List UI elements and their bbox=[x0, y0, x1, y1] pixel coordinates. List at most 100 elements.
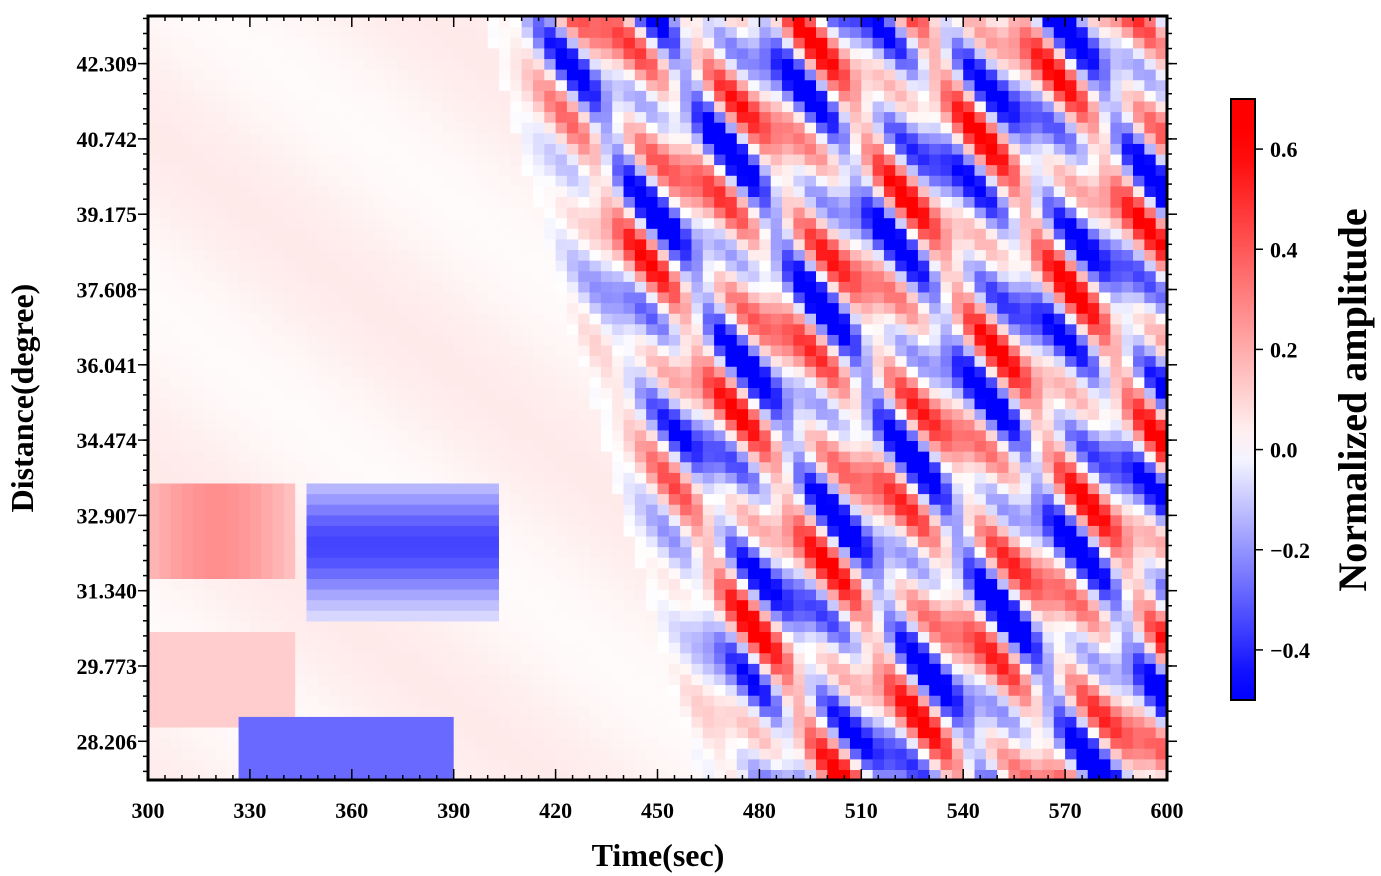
heatmap-cell bbox=[849, 207, 862, 219]
heatmap-cell bbox=[646, 408, 659, 420]
heatmap-cell bbox=[215, 684, 228, 696]
heatmap-cell bbox=[476, 355, 489, 367]
heatmap-cell bbox=[1008, 281, 1021, 293]
heatmap-cell bbox=[680, 504, 693, 516]
heatmap-cell bbox=[170, 705, 183, 717]
heatmap-cell bbox=[204, 217, 217, 229]
heatmap-cell bbox=[215, 207, 228, 219]
heatmap-cell bbox=[668, 228, 681, 240]
heatmap-cell bbox=[453, 376, 466, 388]
heatmap-cell bbox=[1121, 578, 1134, 590]
heatmap-cell bbox=[940, 366, 953, 378]
heatmap-cell bbox=[566, 504, 579, 516]
heatmap-cell bbox=[861, 323, 874, 335]
heatmap-cell bbox=[1144, 493, 1157, 505]
heatmap-cell bbox=[193, 716, 206, 728]
heatmap-cell bbox=[974, 408, 987, 420]
heatmap-cell bbox=[181, 726, 194, 739]
heatmap-cell bbox=[1133, 567, 1145, 579]
heatmap-cell bbox=[1031, 323, 1044, 335]
heatmap-cell bbox=[600, 366, 613, 378]
heatmap-cell bbox=[1099, 228, 1111, 240]
heatmap-cell bbox=[1053, 535, 1066, 548]
heatmap-cell bbox=[329, 387, 342, 399]
heatmap-cell bbox=[782, 684, 794, 696]
heatmap-cell bbox=[227, 705, 240, 717]
heatmap-cell bbox=[261, 599, 274, 611]
heatmap-cell bbox=[691, 440, 704, 452]
heatmap-cell bbox=[465, 440, 477, 452]
heatmap-cell bbox=[532, 217, 545, 229]
heatmap-cell bbox=[691, 429, 704, 442]
heatmap-cell bbox=[612, 482, 625, 495]
heatmap-cell bbox=[702, 366, 715, 378]
heatmap-cell bbox=[385, 748, 398, 760]
heatmap-cell bbox=[1155, 769, 1167, 780]
heatmap-cell bbox=[272, 695, 285, 707]
heatmap-cell bbox=[363, 504, 376, 516]
heatmap-cell bbox=[340, 514, 353, 526]
heatmap-cell bbox=[1121, 313, 1134, 325]
heatmap-cell bbox=[1076, 451, 1089, 463]
heatmap-cell bbox=[261, 737, 274, 749]
heatmap-cell bbox=[261, 620, 274, 633]
heatmap-cell bbox=[1042, 270, 1055, 282]
heatmap-cell bbox=[476, 642, 489, 654]
heatmap-cell bbox=[261, 313, 274, 325]
heatmap-cell bbox=[1065, 366, 1078, 378]
heatmap-cell bbox=[929, 270, 942, 282]
heatmap-cell bbox=[1065, 238, 1078, 251]
heatmap-cell bbox=[714, 482, 727, 495]
heatmap-cell bbox=[702, 228, 715, 240]
heatmap-cell bbox=[204, 716, 217, 728]
heatmap-cell bbox=[646, 705, 659, 717]
heatmap-cell bbox=[997, 196, 1010, 208]
heatmap-cell bbox=[295, 695, 308, 707]
heatmap-cell bbox=[204, 281, 217, 293]
heatmap-cell bbox=[498, 705, 511, 717]
heatmap-cell bbox=[363, 748, 376, 760]
heatmap-cell bbox=[193, 228, 206, 240]
heatmap-cell bbox=[714, 440, 727, 452]
heatmap-cell bbox=[589, 398, 602, 410]
heatmap-cell bbox=[227, 334, 240, 346]
heatmap-cell bbox=[431, 663, 443, 675]
heatmap-cell bbox=[1065, 482, 1078, 495]
heatmap-cell bbox=[963, 249, 976, 261]
heatmap-cell bbox=[148, 695, 160, 707]
heatmap-cell bbox=[861, 567, 874, 579]
heatmap-cell bbox=[261, 514, 274, 526]
heatmap-cell bbox=[929, 376, 942, 388]
heatmap-cell bbox=[793, 652, 806, 664]
heatmap-cell bbox=[249, 652, 262, 664]
heatmap-cell bbox=[838, 514, 851, 526]
heatmap-cell bbox=[714, 684, 727, 696]
heatmap-cell bbox=[1053, 557, 1066, 569]
heatmap-cell bbox=[714, 270, 727, 282]
heatmap-cell bbox=[668, 504, 681, 516]
heatmap-cell bbox=[215, 451, 228, 463]
heatmap-cell bbox=[1087, 355, 1100, 367]
heatmap-cell bbox=[691, 376, 704, 388]
heatmap-cell bbox=[261, 451, 274, 463]
heatmap-cell bbox=[544, 408, 557, 420]
heatmap-cell bbox=[1019, 705, 1032, 717]
heatmap-cell bbox=[1155, 249, 1167, 261]
heatmap-cell bbox=[306, 302, 319, 314]
heatmap-cell bbox=[997, 270, 1010, 282]
heatmap-cell bbox=[1155, 228, 1167, 240]
heatmap-cell bbox=[215, 758, 228, 770]
heatmap-cell bbox=[634, 270, 647, 282]
heatmap-cell bbox=[442, 695, 455, 707]
heatmap-cell bbox=[1121, 620, 1134, 633]
heatmap-cell bbox=[487, 620, 500, 633]
heatmap-cell bbox=[782, 726, 794, 739]
heatmap-cell bbox=[589, 578, 602, 590]
heatmap-cell bbox=[283, 546, 296, 558]
heatmap-cell bbox=[1031, 578, 1044, 590]
heatmap-cell bbox=[883, 557, 896, 569]
heatmap-cell bbox=[793, 281, 806, 293]
heatmap-cell bbox=[782, 525, 794, 537]
heatmap-cell bbox=[1053, 493, 1066, 505]
heatmap-cell bbox=[148, 281, 160, 293]
